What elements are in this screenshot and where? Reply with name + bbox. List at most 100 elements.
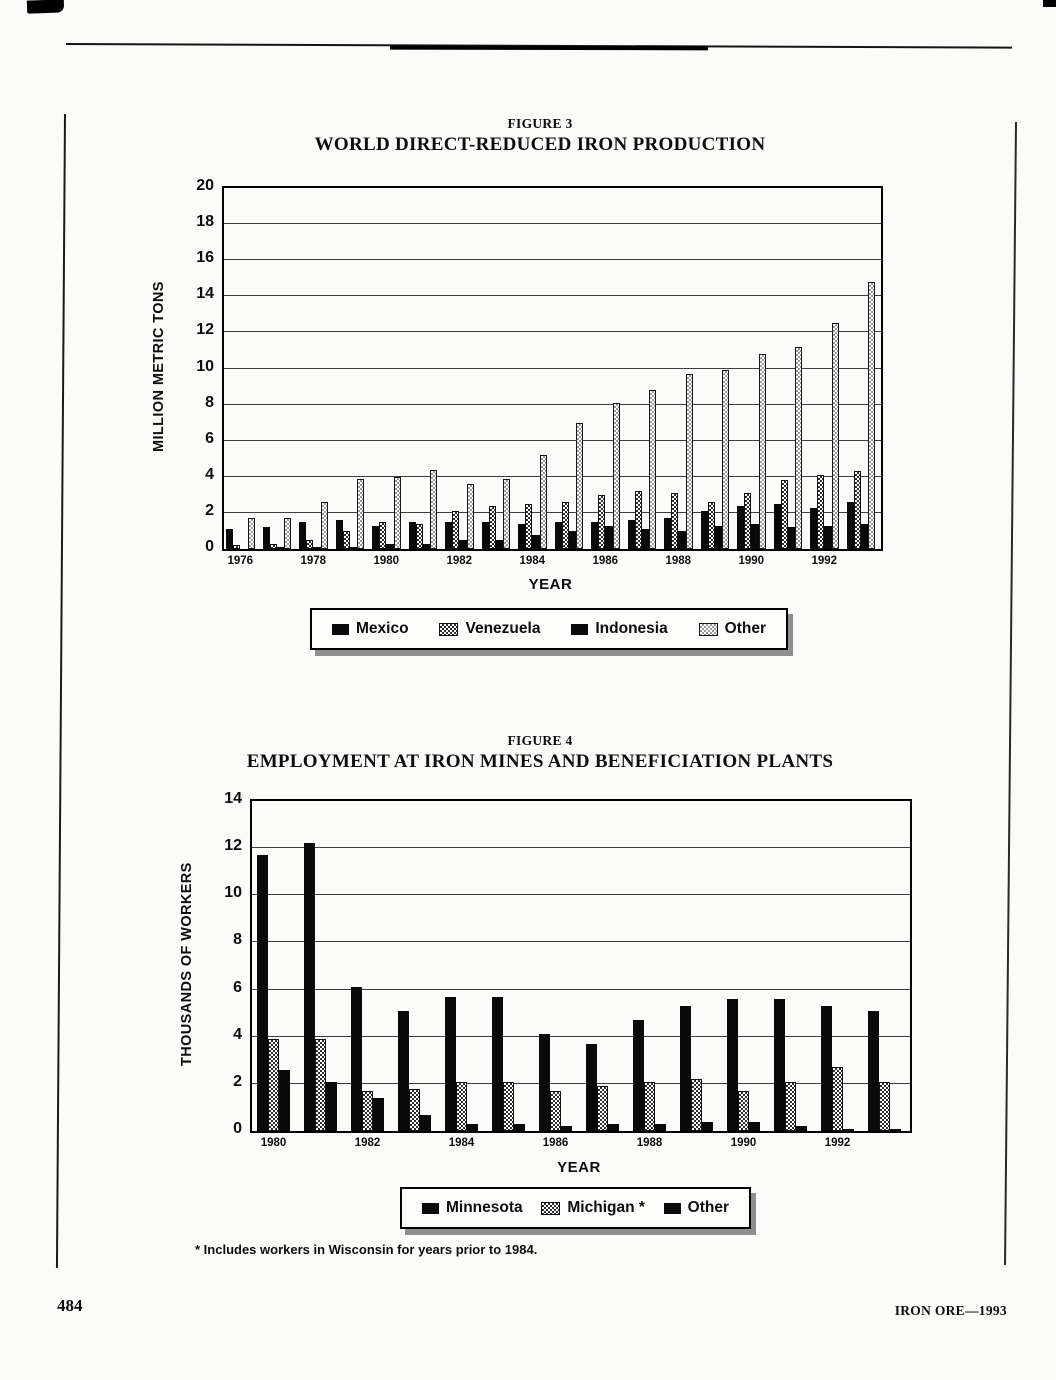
bar-minnesota-1988 bbox=[633, 1020, 645, 1131]
bar-other-1989 bbox=[722, 370, 730, 549]
bar-other-1992 bbox=[831, 323, 839, 549]
legend-item-venezuela: Venezuela bbox=[439, 620, 540, 638]
y-tick-label: 12 bbox=[224, 837, 242, 855]
figure4-x-axis-title: YEAR bbox=[557, 1159, 601, 1176]
bar-other-1987 bbox=[608, 1123, 620, 1131]
gridline bbox=[252, 988, 910, 990]
bar-other-1991 bbox=[795, 346, 803, 549]
x-tick-label: 1982 bbox=[446, 555, 473, 567]
y-tick-label: 14 bbox=[196, 285, 214, 303]
bar-minnesota-1991 bbox=[774, 999, 786, 1131]
bar-other-1986 bbox=[561, 1126, 573, 1131]
bar-michigan-1980 bbox=[268, 1039, 280, 1131]
bar-mexico-1978 bbox=[299, 521, 307, 549]
y-tick-label: 6 bbox=[233, 978, 242, 996]
legend-label: Other bbox=[687, 1199, 729, 1216]
bar-michigan-1989 bbox=[691, 1079, 703, 1131]
x-tick-label: 1980 bbox=[373, 555, 400, 567]
bar-michigan-1981 bbox=[315, 1039, 327, 1131]
scan-artifact-top-right bbox=[1043, 0, 1056, 7]
gridline bbox=[224, 295, 881, 297]
gridline bbox=[224, 439, 881, 441]
gridline bbox=[224, 475, 881, 477]
figure4-x-axis: 1980 1982 1984 1986 1988 1990 1992 bbox=[250, 1137, 908, 1157]
x-tick-label: 1992 bbox=[824, 1137, 851, 1149]
bar-mexico-1984 bbox=[518, 523, 526, 549]
bar-other-1981 bbox=[326, 1081, 338, 1131]
legend-item-indonesia: Indonesia bbox=[571, 620, 668, 638]
bar-mexico-1991 bbox=[773, 503, 781, 549]
bar-venezuela-1985 bbox=[561, 502, 569, 549]
figure4-y-axis-title: THOUSANDS OF WORKERS bbox=[179, 862, 195, 1066]
x-tick-label: 1984 bbox=[519, 555, 546, 567]
bar-indonesia-1979 bbox=[349, 547, 358, 549]
x-tick-label: 1976 bbox=[227, 555, 254, 567]
y-tick-label: 4 bbox=[233, 1025, 242, 1043]
scan-artifact-top-left bbox=[26, 0, 65, 14]
y-tick-label: 10 bbox=[196, 357, 214, 375]
bar-venezuela-1988 bbox=[671, 493, 679, 549]
bar-other-1990 bbox=[749, 1121, 761, 1131]
bar-indonesia-1991 bbox=[787, 527, 796, 549]
figure4-label: FIGURE 4 bbox=[507, 733, 573, 748]
y-tick-label: 20 bbox=[196, 177, 214, 194]
bar-venezuela-1993 bbox=[853, 471, 861, 549]
y-tick-label: 14 bbox=[224, 790, 242, 807]
bar-indonesia-1989 bbox=[714, 525, 723, 549]
figure3-y-axis-title: MILLION METRIC TONS bbox=[151, 281, 167, 452]
bar-minnesota-1984 bbox=[445, 996, 457, 1131]
x-tick-label: 1988 bbox=[636, 1137, 663, 1149]
y-tick-label: 8 bbox=[233, 931, 242, 949]
legend-item-michigan: Michigan * bbox=[541, 1199, 645, 1217]
bar-michigan-1985 bbox=[503, 1081, 515, 1131]
bar-other-1983 bbox=[420, 1114, 432, 1131]
bar-other-1988 bbox=[685, 373, 693, 549]
x-tick-label: 1978 bbox=[300, 555, 327, 567]
bar-indonesia-1990 bbox=[751, 523, 759, 549]
bar-indonesia-1988 bbox=[678, 530, 686, 549]
bar-other-1982 bbox=[466, 484, 474, 549]
x-tick-label: 1984 bbox=[448, 1137, 475, 1149]
figure3-plot-area bbox=[222, 186, 883, 551]
bar-minnesota-1993 bbox=[868, 1010, 880, 1131]
legend-label: Minnesota bbox=[446, 1199, 523, 1216]
figure3-y-axis: 0 2 4 6 8 10 12 14 16 18 20 bbox=[176, 178, 214, 555]
bar-venezuela-1982 bbox=[452, 511, 460, 549]
page-number: 484 bbox=[57, 1296, 83, 1315]
figure3-legend-items: Mexico Venezuela Indonesia Other bbox=[312, 620, 786, 638]
bar-other-1979 bbox=[357, 478, 365, 549]
figure3-x-axis-title: YEAR bbox=[528, 576, 573, 593]
figure3-x-axis: 1976 1978 1980 1982 1984 1986 1988 1990 1992 bbox=[222, 555, 879, 575]
legend-swatch-other-icon bbox=[663, 1202, 681, 1214]
bar-venezuela-1986 bbox=[598, 494, 606, 549]
bar-other-1984 bbox=[467, 1123, 479, 1131]
figure4-y-axis: 0 2 4 6 8 10 12 14 bbox=[204, 791, 242, 1137]
x-tick-label: 1988 bbox=[665, 555, 692, 567]
bar-venezuela-1984 bbox=[525, 503, 533, 549]
bar-mexico-1992 bbox=[810, 507, 818, 549]
bar-minnesota-1992 bbox=[821, 1006, 833, 1131]
bar-michigan-1986 bbox=[550, 1090, 562, 1131]
bar-minnesota-1987 bbox=[586, 1043, 598, 1131]
x-tick-label: 1990 bbox=[738, 555, 765, 567]
bar-mexico-1986 bbox=[591, 521, 599, 549]
bar-michigan-1992 bbox=[832, 1067, 844, 1131]
bar-mexico-1977 bbox=[262, 527, 270, 549]
gridline bbox=[252, 894, 910, 896]
bar-other-1985 bbox=[576, 422, 584, 549]
bar-other-1978 bbox=[320, 502, 328, 549]
bar-other-1982 bbox=[373, 1098, 385, 1131]
legend-label: Mexico bbox=[356, 620, 409, 637]
legend-swatch-other-icon bbox=[698, 622, 718, 636]
bar-michigan-1993 bbox=[879, 1081, 891, 1131]
gridline bbox=[252, 941, 910, 943]
bar-mexico-1989 bbox=[700, 511, 708, 549]
figure4-plot-area bbox=[250, 799, 912, 1133]
legend-label: Other bbox=[724, 620, 766, 637]
legend-swatch-minnesota-icon bbox=[422, 1202, 439, 1214]
bar-mexico-1980 bbox=[372, 525, 380, 549]
y-tick-label: 0 bbox=[205, 538, 214, 555]
legend-item-other: Other bbox=[698, 620, 766, 638]
bar-other-1993 bbox=[890, 1128, 902, 1131]
